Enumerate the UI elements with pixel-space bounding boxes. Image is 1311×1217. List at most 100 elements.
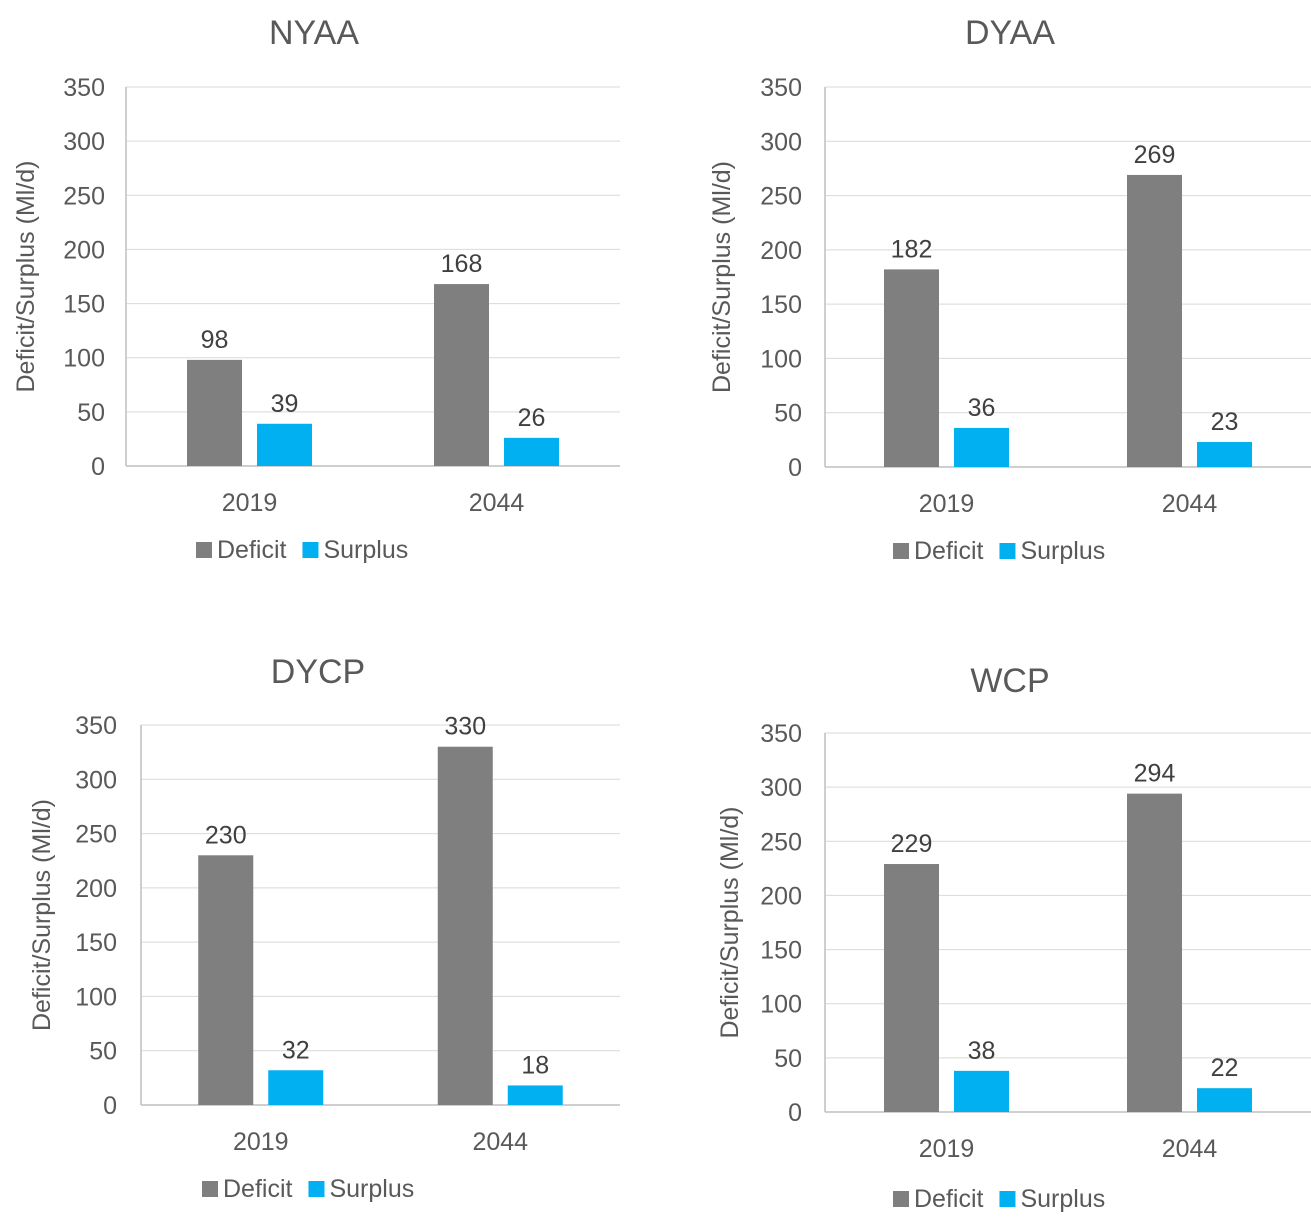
data-label: 38 (968, 1037, 996, 1065)
legend-label-deficit: Deficit (223, 1175, 293, 1203)
bar-deficit-2044 (434, 284, 489, 466)
y-tick-label: 0 (103, 1092, 117, 1120)
bar-deficit-2019 (884, 269, 939, 467)
y-tick-label: 100 (760, 991, 802, 1019)
data-label: 39 (271, 390, 299, 418)
y-axis-label: Deficit/Surplus (Ml/d) (716, 807, 744, 1039)
x-tick-label: 2044 (469, 489, 525, 517)
bar-deficit-2019 (187, 359, 242, 466)
y-tick-label: 150 (63, 291, 105, 319)
chart-title: NYAA (269, 14, 359, 52)
data-label: 23 (1211, 408, 1239, 436)
y-tick-label: 200 (760, 882, 802, 910)
bar-surplus-2044 (1197, 1088, 1252, 1112)
legend-label-surplus: Surplus (323, 536, 408, 564)
y-tick-label: 50 (89, 1038, 117, 1066)
bar-surplus-2044 (507, 1085, 563, 1105)
y-tick-label: 0 (788, 454, 802, 482)
y-tick-label: 250 (75, 821, 117, 849)
chart-wcp: WCP 0 50 100 150 200 250 300 350 Deficit/Surplus … (716, 662, 1311, 1213)
y-tick-label: 350 (75, 712, 117, 740)
y-tick-label: 200 (63, 236, 105, 264)
legend-swatch-surplus (999, 543, 1016, 559)
y-tick-label: 100 (75, 983, 117, 1011)
y-tick-label: 150 (760, 291, 802, 319)
data-label: 98 (201, 326, 229, 354)
y-axis-label: Deficit/Surplus (Ml/d) (708, 161, 736, 393)
bar-surplus-2044 (504, 437, 559, 466)
data-label: 18 (521, 1051, 549, 1079)
legend-label-deficit: Deficit (217, 536, 287, 564)
bar-surplus-2019 (954, 427, 1009, 467)
x-tick-label: 2044 (1162, 490, 1218, 518)
legend-label-surplus: Surplus (1020, 537, 1105, 565)
data-label: 26 (518, 404, 546, 432)
legend-swatch-deficit (893, 543, 909, 559)
legend-swatch-surplus (999, 1191, 1016, 1207)
y-axis-label: Deficit/Surplus (Ml/d) (12, 161, 40, 393)
legend-label-surplus: Surplus (1020, 1185, 1105, 1213)
y-tick-label: 250 (63, 182, 105, 210)
legend-swatch-surplus (308, 1181, 325, 1197)
y-tick-label: 100 (760, 345, 802, 373)
data-label: 269 (1134, 141, 1176, 169)
legend-label-deficit: Deficit (914, 537, 984, 565)
y-tick-label: 150 (760, 937, 802, 965)
bar-surplus-2019 (257, 423, 312, 466)
data-label: 22 (1211, 1054, 1239, 1082)
x-tick-label: 2044 (472, 1128, 528, 1156)
y-tick-label: 200 (760, 237, 802, 265)
x-tick-label: 2019 (919, 1135, 975, 1163)
bar-deficit-2044 (437, 746, 493, 1105)
data-label: 229 (891, 830, 933, 858)
y-tick-label: 300 (63, 128, 105, 156)
bar-deficit-2019 (198, 855, 254, 1105)
chart-title: DYAA (965, 14, 1055, 52)
legend-swatch-deficit (196, 542, 212, 558)
x-tick-label: 2019 (222, 489, 278, 517)
data-label: 230 (205, 821, 247, 849)
data-label: 32 (282, 1036, 310, 1064)
y-tick-label: 50 (774, 1045, 802, 1073)
y-tick-label: 300 (760, 774, 802, 802)
x-tick-label: 2019 (919, 490, 975, 518)
bar-surplus-2019 (954, 1070, 1009, 1112)
y-tick-label: 50 (774, 400, 802, 428)
y-tick-label: 50 (77, 399, 105, 427)
y-axis-label: Deficit/Surplus (Ml/d) (28, 799, 56, 1031)
legend-swatch-deficit (893, 1191, 909, 1207)
data-label: 182 (891, 235, 933, 263)
bar-deficit-2019 (884, 864, 939, 1112)
legend-swatch-deficit (202, 1181, 218, 1197)
legend-swatch-surplus (302, 542, 319, 558)
bar-deficit-2044 (1127, 793, 1182, 1112)
bar-deficit-2044 (1127, 174, 1182, 467)
y-tick-label: 350 (760, 720, 802, 748)
chart-title: WCP (970, 662, 1049, 700)
x-tick-label: 2044 (1162, 1135, 1218, 1163)
chart-dycp: DYCP 0 50 100 150 200 250 300 350 Deficit/Surplus… (28, 653, 620, 1203)
y-tick-label: 150 (75, 929, 117, 957)
legend-label-deficit: Deficit (914, 1185, 984, 1213)
bar-surplus-2044 (1197, 442, 1252, 467)
data-label: 330 (444, 713, 486, 741)
legend-label-surplus: Surplus (329, 1175, 414, 1203)
data-label: 36 (968, 394, 996, 422)
data-label: 168 (441, 250, 483, 278)
chart-title: DYCP (271, 653, 365, 691)
y-tick-label: 0 (788, 1099, 802, 1127)
y-tick-label: 0 (91, 453, 105, 481)
y-tick-label: 300 (760, 128, 802, 156)
x-tick-label: 2019 (233, 1128, 289, 1156)
chart-nyaa: NYAA 0 50 100 150 200 250 300 350 Deficit/Surplus… (12, 14, 620, 564)
y-tick-label: 100 (63, 345, 105, 373)
y-tick-label: 350 (63, 74, 105, 102)
y-tick-label: 200 (75, 875, 117, 903)
data-label: 294 (1134, 760, 1176, 788)
y-tick-label: 350 (760, 74, 802, 102)
bar-surplus-2019 (268, 1070, 324, 1105)
y-tick-label: 250 (760, 183, 802, 211)
y-tick-label: 250 (760, 828, 802, 856)
chart-dyaa: DYAA 0 50 100 150 200 250 300 350 Deficit/Surplus… (708, 14, 1311, 565)
